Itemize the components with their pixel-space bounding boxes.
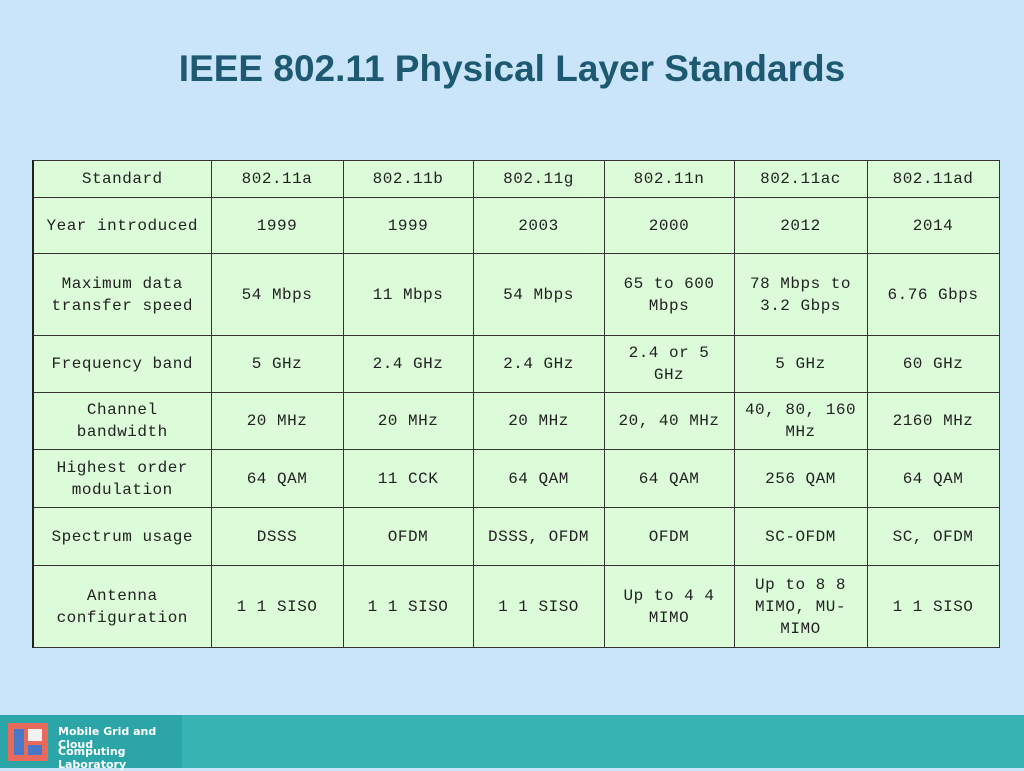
table-cell: 256 QAM bbox=[733, 449, 868, 508]
table-cell: 65 to 600 Mbps bbox=[603, 253, 735, 336]
table-cell: 20 MHz bbox=[210, 392, 344, 450]
row-label: Channel bandwidth bbox=[32, 392, 212, 450]
logo-block bbox=[28, 745, 42, 755]
footer-bar: Mobile Grid and Cloud Computing Laborato… bbox=[0, 715, 1024, 771]
table-cell: 20 MHz bbox=[472, 392, 605, 450]
column-header: 802.11a bbox=[210, 160, 344, 198]
table-cell: 60 GHz bbox=[866, 335, 1000, 393]
header-row: Standard 802.11a 802.11b 802.11g 802.11n 802.… bbox=[32, 160, 1000, 198]
table-cell: SC-OFDM bbox=[733, 507, 868, 566]
footer-text: Computing Laboratory bbox=[58, 745, 127, 771]
table-body: Standard 802.11a 802.11b 802.11g 802.11n 802.… bbox=[32, 160, 1000, 648]
table-cell: 1 1 SISO bbox=[342, 565, 474, 648]
table-cell: DSSS, OFDM bbox=[472, 507, 605, 566]
footer-text: Mobile Grid and Cloud bbox=[58, 725, 157, 751]
row-label: Frequency band bbox=[32, 335, 212, 393]
table-cell: Up to 8 8 MIMO, MU-MIMO bbox=[733, 565, 868, 648]
table-cell: 5 GHz bbox=[210, 335, 344, 393]
row-label: Standard bbox=[32, 160, 212, 198]
table-cell: SC, OFDM bbox=[866, 507, 1000, 566]
column-header: 802.11b bbox=[342, 160, 474, 198]
table-cell: 54 Mbps bbox=[210, 253, 344, 336]
row-label: Spectrum usage bbox=[32, 507, 212, 566]
table-cell: 5 GHz bbox=[733, 335, 868, 393]
column-header: 802.11n bbox=[603, 160, 735, 198]
column-header: 802.11ad bbox=[866, 160, 1000, 198]
table-cell: 2.4 or 5 GHz bbox=[603, 335, 735, 393]
table-row: Channel bandwidth 20 MHz 20 MHz 20 MHz 20, 4… bbox=[32, 392, 1000, 450]
logo-block bbox=[28, 729, 42, 741]
table-cell: 6.76 Gbps bbox=[866, 253, 1000, 336]
table-row: Frequency band 5 GHz 2.4 GHz 2.4 GHz 2.4 or … bbox=[32, 335, 1000, 393]
table-cell: 2003 bbox=[472, 197, 605, 254]
table-cell: Up to 4 4 MIMO bbox=[603, 565, 735, 648]
table-row: Antenna configuration 1 1 SISO 1 1 SISO 1 1… bbox=[32, 565, 1000, 648]
standards-table: Standard 802.11a 802.11b 802.11g 802.11n 802.… bbox=[32, 160, 1000, 648]
logo-block bbox=[14, 729, 24, 755]
table-cell: 1 1 SISO bbox=[866, 565, 1000, 648]
slide-title: IEEE 802.11 Physical Layer Standards bbox=[178, 48, 846, 89]
table-cell: 64 QAM bbox=[210, 449, 344, 508]
column-header: 802.11g bbox=[472, 160, 605, 198]
table-cell: 78 Mbps to 3.2 Gbps bbox=[733, 253, 868, 336]
table-cell: DSSS bbox=[210, 507, 344, 566]
table-cell: 2160 MHz bbox=[866, 392, 1000, 450]
table-cell: 1 1 SISO bbox=[472, 565, 605, 648]
row-label: Antenna configuration bbox=[32, 565, 212, 648]
table-cell: 2.4 GHz bbox=[472, 335, 605, 393]
table-cell: 64 QAM bbox=[603, 449, 735, 508]
row-label: Highest order modulation bbox=[32, 449, 212, 508]
table-cell: OFDM bbox=[603, 507, 735, 566]
table-row: Highest order modulation 64 QAM 11 CCK 64 Q… bbox=[32, 449, 1000, 508]
table-cell: 2012 bbox=[733, 197, 868, 254]
table-cell: 2000 bbox=[603, 197, 735, 254]
table-cell: 64 QAM bbox=[472, 449, 605, 508]
table-cell: 11 CCK bbox=[342, 449, 474, 508]
table-cell: 54 Mbps bbox=[472, 253, 605, 336]
table-cell: 64 QAM bbox=[866, 449, 1000, 508]
row-label: Year introduced bbox=[32, 197, 212, 254]
table-cell: OFDM bbox=[342, 507, 474, 566]
table-row: Maximum data transfer speed 54 Mbps 11 Mbp… bbox=[32, 253, 1000, 336]
table-cell: 1999 bbox=[342, 197, 474, 254]
table-cell: 2014 bbox=[866, 197, 1000, 254]
table-cell: 11 Mbps bbox=[342, 253, 474, 336]
table-row: Year introduced 1999 1999 2003 2000 2012 2014 bbox=[32, 197, 1000, 254]
table-cell: 20 MHz bbox=[342, 392, 474, 450]
table-row: Spectrum usage DSSS OFDM DSSS, OFDM OFDM SC-O… bbox=[32, 507, 1000, 566]
table-cell: 1999 bbox=[210, 197, 344, 254]
table-cell: 2.4 GHz bbox=[342, 335, 474, 393]
lab-logo: Mobile Grid and Cloud Computing Laborato… bbox=[0, 715, 182, 771]
logo-icon bbox=[8, 723, 48, 761]
table-cell: 40, 80, 160 MHz bbox=[733, 392, 868, 450]
row-label: Maximum data transfer speed bbox=[32, 253, 212, 336]
table-cell: 20, 40 MHz bbox=[603, 392, 735, 450]
column-header: 802.11ac bbox=[733, 160, 868, 198]
table-cell: 1 1 SISO bbox=[210, 565, 344, 648]
